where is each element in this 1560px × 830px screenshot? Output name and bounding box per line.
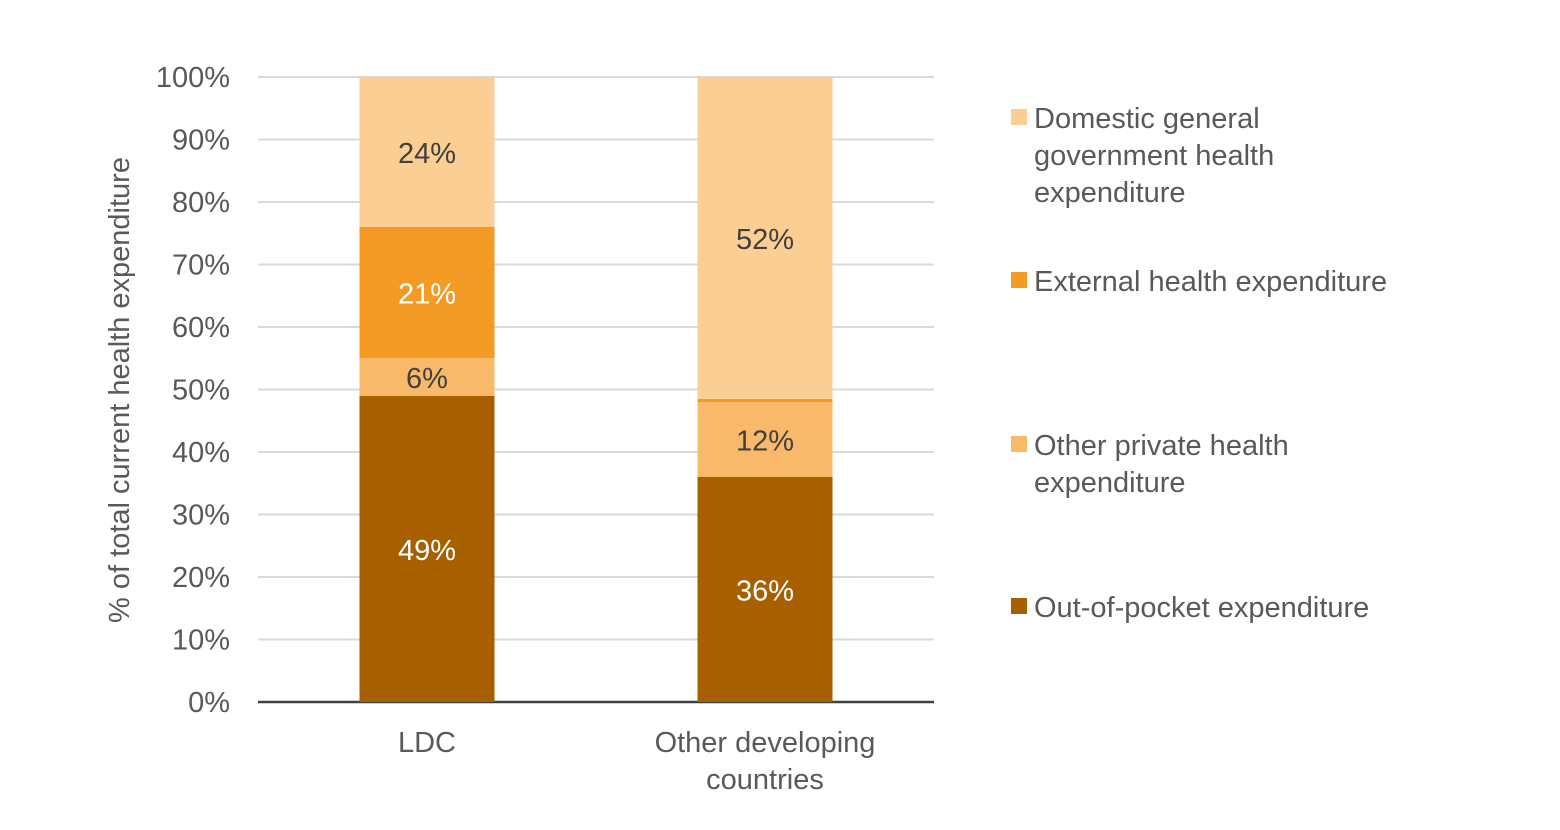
bar-segment (697, 77, 833, 399)
category-labels: LDC Other developing countries (398, 727, 875, 796)
legend-label: Out-of-pocket expenditure (1034, 592, 1369, 624)
data-label: 49% (398, 535, 456, 567)
gridlines (258, 76, 934, 704)
data-label: 6% (406, 363, 448, 395)
category-label: countries (706, 764, 824, 796)
category-label: LDC (398, 727, 456, 759)
bar-segment (697, 398, 833, 402)
bar-segment (359, 77, 495, 227)
bar-segment (359, 358, 495, 396)
y-axis-title: % of total current health expenditure (104, 157, 136, 623)
y-tick-label: 10% (172, 625, 230, 657)
legend-label: expenditure (1034, 467, 1186, 499)
y-tick-label: 80% (172, 187, 230, 219)
bars (359, 77, 833, 702)
legend-label: government health (1034, 140, 1274, 172)
data-label: 52% (736, 224, 794, 256)
y-tick-label: 100% (156, 62, 230, 94)
bar-segment (697, 402, 833, 477)
legend: Domestic general government health expendi… (1011, 103, 1387, 624)
legend-swatch (1011, 598, 1027, 614)
y-tick-label: 50% (172, 375, 230, 407)
y-tick-label: 70% (172, 250, 230, 282)
data-label: 12% (736, 426, 794, 458)
data-label: 24% (398, 138, 456, 170)
data-labels: 49% 6% 21% 24% 36% 12% 52% (398, 138, 794, 608)
y-tick-label: 60% (172, 312, 230, 344)
bar-segment (697, 477, 833, 702)
bar-segment (359, 395, 495, 702)
legend-swatch (1011, 436, 1027, 452)
legend-label: External health expenditure (1034, 266, 1387, 298)
category-label: Other developing (655, 727, 876, 759)
y-tick-label: 20% (172, 562, 230, 594)
legend-swatch (1011, 109, 1027, 125)
y-tick-labels: 0% 10% 20% 30% 40% 50% 60% 70% 80% 90% 100% (156, 62, 230, 719)
legend-label: Other private health (1034, 430, 1289, 462)
y-tick-label: 30% (172, 500, 230, 532)
y-tick-label: 0% (188, 687, 230, 719)
y-tick-label: 40% (172, 437, 230, 469)
data-label: 36% (736, 576, 794, 608)
legend-label: expenditure (1034, 177, 1186, 209)
legend-label: Domestic general (1034, 103, 1260, 135)
legend-swatch (1011, 272, 1027, 288)
y-tick-label: 90% (172, 125, 230, 157)
bar-segment (359, 227, 495, 359)
data-label: 21% (398, 279, 456, 311)
